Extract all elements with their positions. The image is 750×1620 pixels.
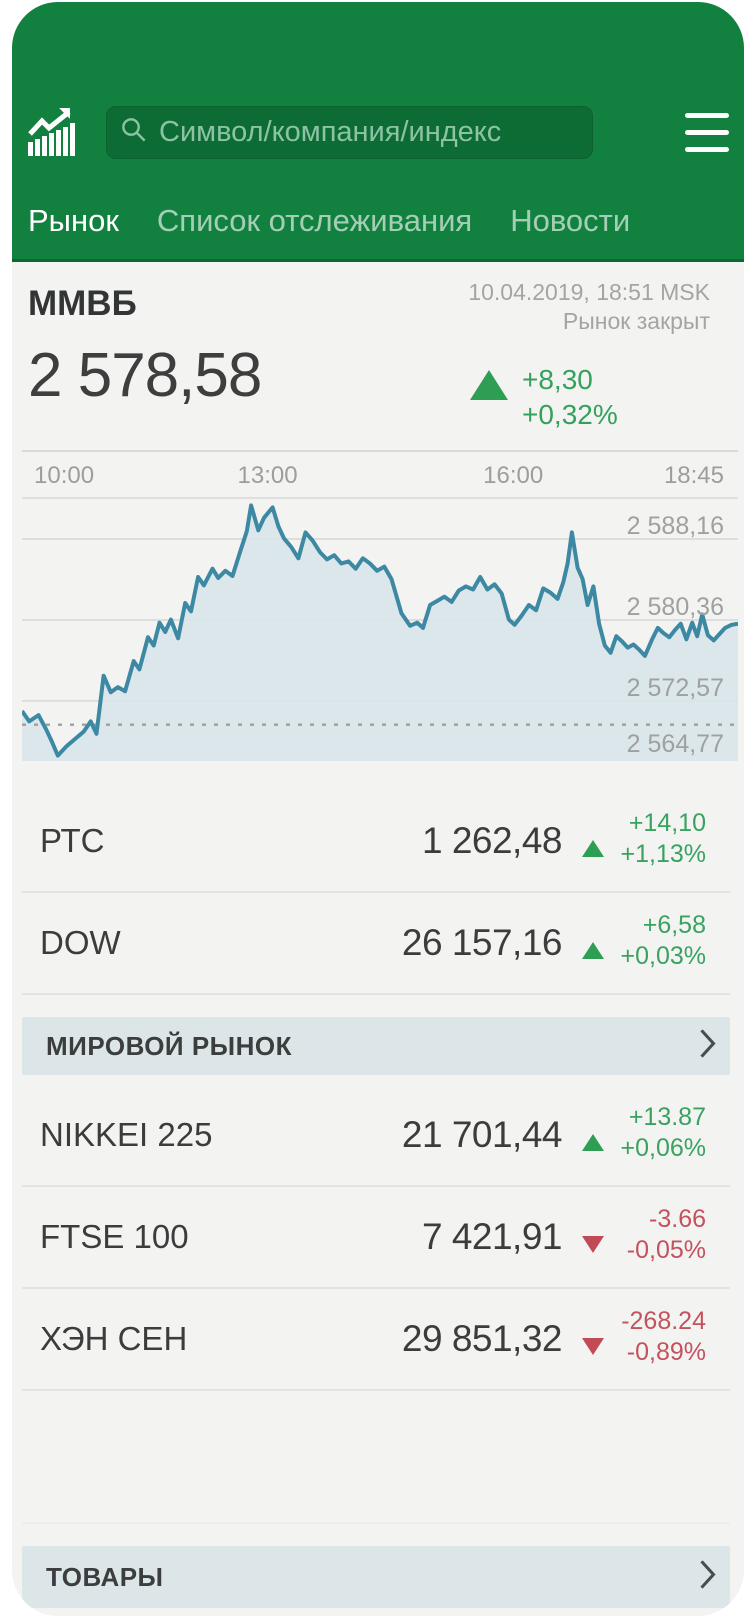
quote-change-abs: +6,58 xyxy=(642,911,706,939)
quote-row[interactable]: ХЭН СЕН 29 851,32 -268.24 -0,89% xyxy=(22,1289,730,1391)
quote-change-pct: -0,05% xyxy=(626,1236,706,1264)
chart-y-label: 2 588,16 xyxy=(626,512,724,540)
quote-name: DOW xyxy=(40,924,121,961)
quote-timestamp: 10.04.2019, 18:51 MSK xyxy=(468,279,710,305)
tab-watchlist[interactable]: Список отслеживания xyxy=(156,203,473,238)
menu-icon[interactable] xyxy=(685,112,729,152)
quote-change-abs: -3.66 xyxy=(649,1205,706,1233)
search-icon xyxy=(121,117,147,148)
quote-name: FTSE 100 xyxy=(40,1218,189,1255)
chart-y-label: 2 572,57 xyxy=(626,673,724,702)
chart-time-axis: 10:00 13:00 16:00 18:45 xyxy=(22,452,738,497)
tab-market[interactable]: Рынок xyxy=(28,203,119,238)
quote-name: NIKKEI 225 xyxy=(40,1116,213,1153)
triangle-down-icon xyxy=(582,1337,604,1355)
quote-change: -268.24 -0,89% xyxy=(618,1306,706,1368)
quote-change: -3.66 -0,05% xyxy=(618,1204,706,1266)
section-world-market[interactable]: МИРОВОЙ РЫНОК xyxy=(22,1017,730,1075)
index-meta: 10.04.2019, 18:51 MSK Рынок закрыт xyxy=(468,278,710,336)
index-change: +8,30 +0,32% xyxy=(470,362,618,432)
search-placeholder: Символ/компания/индекс xyxy=(159,115,502,148)
quote-row[interactable]: FTSE 100 7 421,91 -3.66 -0,05% xyxy=(22,1187,730,1289)
quote-value: 21 701,44 xyxy=(401,1114,563,1155)
quote-name: ХЭН СЕН xyxy=(40,1320,188,1357)
quote-value: 7 421,91 xyxy=(421,1216,563,1257)
section-label: ТОВАРЫ xyxy=(46,1561,164,1592)
world-quotes-list: NIKKEI 225 21 701,44 +13.87 +0,06% FTSE … xyxy=(22,1085,730,1391)
tab-news[interactable]: Новости xyxy=(510,203,631,238)
chart-x-label: 13:00 xyxy=(237,462,298,489)
quote-value: 1 262,48 xyxy=(421,820,563,861)
quote-change-abs: -268.24 xyxy=(621,1307,706,1335)
index-value: 2 578,58 xyxy=(28,341,262,410)
triangle-up-icon xyxy=(582,1133,604,1151)
local-quotes-list: РТС 1 262,48 +14,10 +1,13% DOW 26 157,16… xyxy=(22,791,730,995)
triangle-down-icon xyxy=(582,1235,604,1253)
chevron-right-icon xyxy=(699,1028,716,1064)
chart-area-fill xyxy=(22,505,738,761)
quote-row[interactable]: DOW 26 157,16 +6,58 +0,03% xyxy=(22,893,730,995)
header-top-bar: Символ/компания/индекс xyxy=(28,103,729,161)
quote-change: +13.87 +0,06% xyxy=(618,1102,707,1164)
quote-change-abs: +13.87 xyxy=(628,1103,706,1131)
quote-change-pct: +1,13% xyxy=(620,840,707,868)
intraday-chart: 10:00 13:00 16:00 18:45 2 588,16 2 580,36 2 5… xyxy=(22,450,738,761)
app-logo-chart-icon[interactable] xyxy=(28,107,80,156)
index-name: ММВБ xyxy=(28,284,137,323)
chevron-right-icon xyxy=(699,1559,716,1595)
index-change-abs: +8,30 xyxy=(522,364,593,395)
chart-x-label: 16:00 xyxy=(483,462,544,489)
triangle-up-icon xyxy=(470,370,508,400)
quote-value: 26 157,16 xyxy=(401,922,563,963)
section-label: МИРОВОЙ РЫНОК xyxy=(46,1030,292,1061)
quote-row[interactable]: РТС 1 262,48 +14,10 +1,13% xyxy=(22,791,730,893)
quote-change-pct: +0,06% xyxy=(620,1134,707,1162)
chart-y-label: 2 564,77 xyxy=(626,730,724,758)
market-status: Рынок закрыт xyxy=(562,308,710,334)
quote-value: 29 851,32 xyxy=(401,1318,563,1359)
chart-canvas xyxy=(22,503,738,761)
chart-y-label: 2 580,36 xyxy=(626,593,724,621)
quote-change: +14,10 +1,13% xyxy=(618,808,707,870)
section-divider xyxy=(22,1391,730,1524)
quote-name: РТС xyxy=(40,822,105,859)
search-input[interactable]: Символ/компания/индекс xyxy=(106,105,593,159)
chart-plot-area: 2 588,16 2 580,36 2 572,57 2 564,77 xyxy=(22,497,738,761)
section-commodities[interactable]: ТОВАРЫ xyxy=(22,1546,730,1608)
chart-price-line xyxy=(22,503,738,758)
triangle-up-icon xyxy=(582,941,604,959)
chart-x-label: 18:45 xyxy=(663,462,724,489)
index-summary[interactable]: ММВБ 10.04.2019, 18:51 MSK Рынок закрыт … xyxy=(12,262,744,450)
tab-bar: Рынок Список отслеживания Новости xyxy=(28,203,744,239)
app-screen: Символ/компания/индекс Рынок Список отсле… xyxy=(12,2,744,1616)
quote-change-pct: -0,89% xyxy=(626,1338,706,1366)
quote-change-abs: +14,10 xyxy=(628,809,706,837)
app-header: Символ/компания/индекс Рынок Список отсле… xyxy=(12,2,744,262)
quote-row[interactable]: NIKKEI 225 21 701,44 +13.87 +0,06% xyxy=(22,1085,730,1187)
market-page: ММВБ 10.04.2019, 18:51 MSK Рынок закрыт … xyxy=(12,262,744,1608)
quote-change-pct: +0,03% xyxy=(620,942,707,970)
quote-change: +6,58 +0,03% xyxy=(618,910,707,972)
index-change-pct: +0,32% xyxy=(522,399,618,430)
triangle-up-icon xyxy=(582,839,604,857)
chart-x-label: 10:00 xyxy=(34,462,95,489)
